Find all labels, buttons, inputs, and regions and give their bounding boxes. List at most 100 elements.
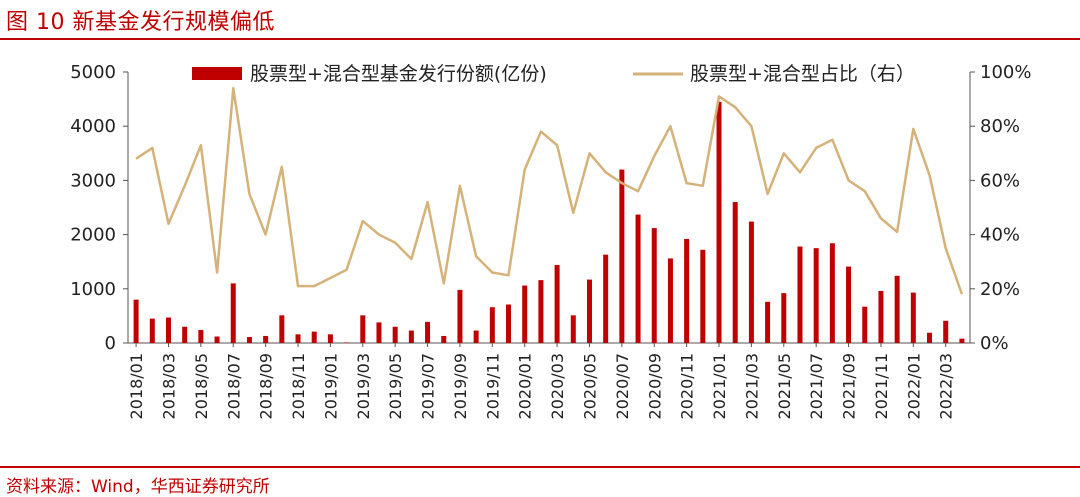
source-note: 资料来源：Wind，华西证券研究所: [6, 477, 270, 497]
bar: [603, 254, 609, 343]
x-tick-label: 2022/01: [904, 353, 923, 419]
bar: [327, 334, 333, 343]
bar: [927, 332, 933, 343]
y-left-tick-label: 2000: [70, 225, 116, 246]
y-left-tick-label: 5000: [70, 62, 116, 83]
x-tick-label: 2018/03: [159, 353, 178, 419]
x-tick-label: 2019/07: [419, 353, 438, 419]
x-tick-label: 2018/07: [224, 353, 243, 419]
x-tick-label: 2020/09: [645, 353, 664, 419]
bar: [732, 202, 738, 343]
y-right-tick-label: 40%: [980, 225, 1020, 246]
bar: [635, 214, 641, 343]
x-tick-label: 2020/07: [613, 353, 632, 419]
bar: [586, 279, 592, 343]
bar: [198, 329, 204, 343]
bar: [506, 304, 512, 343]
bar: [392, 326, 398, 343]
bar: [230, 283, 236, 343]
x-tick-label: 2018/01: [127, 353, 146, 419]
bar: [748, 221, 754, 343]
bar: [489, 307, 495, 343]
bar: [570, 315, 576, 343]
bar: [522, 285, 528, 343]
bar: [311, 331, 317, 343]
x-tick-label: 2021/09: [840, 353, 859, 419]
bar: [894, 275, 900, 343]
x-tick-label: 2019/05: [386, 353, 405, 419]
x-tick-label: 2020/05: [580, 353, 599, 419]
bar: [165, 317, 171, 343]
y-right-tick-label: 100%: [980, 62, 1031, 83]
x-tick-label: 2019/01: [321, 353, 340, 419]
bar: [700, 249, 706, 343]
y-left-tick-label: 3000: [70, 170, 116, 191]
x-tick-label: 2019/11: [483, 353, 502, 419]
bar: [619, 169, 625, 343]
bottom-rule: [0, 466, 1080, 468]
bar-series: [133, 101, 965, 343]
bar: [425, 321, 431, 343]
bar: [182, 326, 188, 343]
chart-legend: 股票型+混合型基金发行份额(亿份) 股票型+混合型占比（右）: [192, 63, 915, 85]
x-tick-label: 2019/03: [354, 353, 373, 419]
x-tick-label: 2018/05: [192, 353, 211, 419]
y-left-tick-label: 1000: [70, 279, 116, 300]
y-left-tick-label: 0: [105, 333, 116, 354]
share-line: [135, 87, 964, 295]
bar: [959, 338, 965, 343]
bar: [408, 330, 414, 343]
bar: [295, 334, 301, 343]
bar: [943, 320, 949, 343]
y-right-tick-label: 80%: [980, 116, 1020, 137]
bar: [376, 322, 382, 343]
x-tick-label: 2019/09: [451, 353, 470, 419]
bar: [360, 315, 366, 343]
legend-bar-swatch: [192, 67, 242, 80]
y-right-tick-label: 0%: [980, 333, 1009, 354]
bar: [263, 335, 269, 343]
line-series: [135, 87, 964, 295]
bar: [878, 290, 884, 343]
figure-title: 图 10 新基金发行规模偏低: [6, 10, 275, 35]
bar: [862, 306, 868, 343]
bar: [246, 337, 252, 343]
bar: [846, 266, 852, 343]
combo-chart: 0100020003000400050000%20%40%60%80%100% …: [70, 62, 1031, 419]
bar: [344, 342, 350, 343]
legend-bar-label: 股票型+混合型基金发行份额(亿份): [250, 63, 547, 85]
x-tick-label: 2021/03: [742, 353, 761, 419]
bar: [910, 292, 916, 343]
bar: [667, 258, 673, 343]
x-tick-label: 2020/11: [678, 353, 697, 419]
bar: [457, 289, 463, 343]
x-tick-label: 2021/07: [807, 353, 826, 419]
x-tick-label: 2021/05: [775, 353, 794, 419]
bar: [554, 264, 560, 343]
bar: [473, 330, 479, 343]
bar: [538, 280, 544, 343]
bar: [797, 246, 803, 343]
legend-line-label: 股票型+混合型占比（右）: [690, 63, 915, 85]
x-tick-label: 2020/03: [548, 353, 567, 419]
bar: [149, 318, 155, 343]
bar: [441, 335, 447, 343]
x-tick-label: 2021/11: [872, 353, 891, 419]
bar: [279, 315, 285, 343]
bar: [716, 101, 722, 343]
x-tick-label: 2018/11: [289, 353, 308, 419]
x-axis-ticks: 2018/01 2018/03 2018/05 2018/07 2018/09 2018/…: [127, 343, 956, 419]
bar: [214, 336, 220, 343]
bar: [133, 299, 139, 343]
y-right-tick-label: 60%: [980, 170, 1020, 191]
bar: [765, 301, 771, 343]
bar: [781, 293, 787, 343]
y-right-tick-label: 20%: [980, 279, 1020, 300]
bar: [684, 238, 690, 343]
x-tick-label: 2018/09: [257, 353, 276, 419]
bar: [651, 228, 657, 343]
bar: [829, 243, 835, 343]
x-tick-label: 2021/01: [710, 353, 729, 419]
bar: [813, 248, 819, 343]
top-rule: [0, 38, 1080, 40]
